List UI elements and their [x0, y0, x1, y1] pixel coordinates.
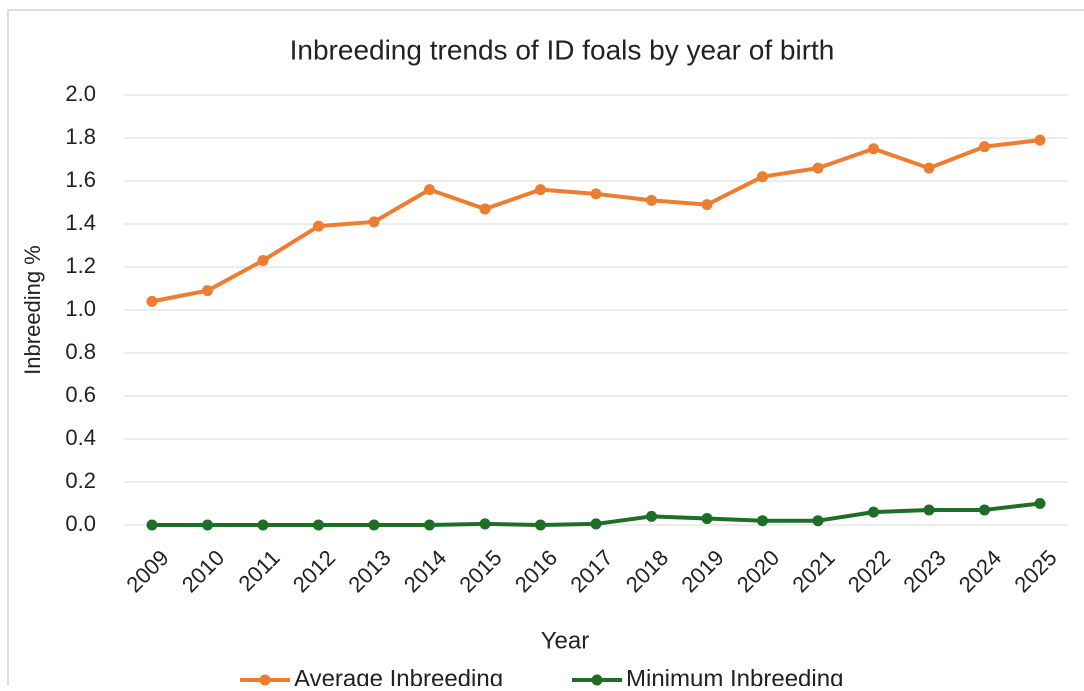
y-tick-label: 0.6: [65, 382, 96, 407]
data-point: [424, 184, 435, 196]
y-tick-label: 0.2: [65, 468, 96, 493]
x-tick-label: 2014: [399, 545, 451, 597]
data-point: [1034, 498, 1046, 509]
x-tick-label: 2015: [454, 545, 506, 597]
x-tick-label: 2024: [954, 545, 1006, 597]
data-point: [923, 162, 935, 174]
y-tick-label: 0.8: [65, 339, 96, 364]
x-tick-label: 2010: [177, 545, 229, 597]
y-tick-label: 0.0: [65, 511, 96, 536]
x-tick-label: 2021: [787, 545, 839, 597]
y-tick-label: 1.8: [65, 124, 96, 149]
legend-label: Minimum Inbreeding: [626, 665, 843, 686]
y-tick-label: 1.6: [65, 167, 96, 192]
data-point: [146, 295, 158, 307]
x-tick-label: 2022: [843, 545, 895, 597]
chart-border: [7, 9, 1084, 691]
data-point: [868, 143, 879, 155]
y-tick-label: 1.0: [65, 296, 96, 321]
x-tick-label: 2023: [898, 545, 950, 597]
data-point: [202, 519, 213, 531]
data-point: [923, 504, 935, 516]
x-axis-label: Year: [541, 627, 590, 654]
y-tick-label: 2.0: [65, 81, 96, 106]
x-tick-label: 2012: [288, 545, 340, 597]
data-point: [313, 220, 324, 232]
data-point: [812, 515, 824, 527]
data-point: [979, 504, 990, 516]
data-point: [701, 513, 713, 525]
data-point: [868, 506, 879, 518]
data-point: [424, 519, 435, 531]
data-point: [257, 255, 269, 267]
data-point: [535, 184, 546, 196]
chart-title: Inbreeding trends of ID foals by year of…: [290, 34, 835, 65]
x-tick-label: 2018: [621, 545, 673, 597]
data-point: [257, 519, 269, 531]
data-point: [368, 519, 380, 531]
y-tick-label: 0.4: [65, 425, 96, 450]
data-point: [368, 216, 380, 228]
data-point: [646, 194, 657, 206]
data-point: [202, 285, 213, 297]
data-point: [479, 518, 491, 530]
data-point: [646, 510, 657, 522]
legend-marker: [259, 674, 271, 686]
data-point: [535, 519, 546, 531]
x-tick-label: 2016: [510, 545, 562, 597]
x-tick-label: 2025: [1009, 545, 1061, 597]
data-point: [701, 199, 713, 211]
data-point: [757, 515, 768, 527]
x-tick-label: 2009: [121, 545, 173, 597]
x-tick-label: 2019: [676, 545, 728, 597]
x-tick-label: 2020: [732, 545, 784, 597]
y-axis-label: Inbreeding %: [20, 245, 45, 375]
y-tick-label: 1.2: [65, 253, 96, 278]
data-point: [757, 171, 768, 183]
data-point: [146, 519, 158, 531]
data-point: [590, 188, 602, 200]
data-point: [979, 141, 990, 153]
data-point: [1034, 134, 1046, 146]
data-point: [590, 518, 602, 530]
series-line: [151, 138, 1041, 304]
data-point: [479, 203, 491, 215]
x-tick-label: 2017: [565, 545, 617, 597]
legend-marker: [591, 674, 603, 686]
data-point: [812, 162, 824, 174]
data-point: [313, 519, 324, 531]
x-tick-label: 2013: [343, 545, 395, 597]
legend-label: Average Inbreeding: [294, 665, 503, 686]
y-tick-label: 1.4: [65, 210, 96, 235]
x-tick-label: 2011: [234, 545, 285, 596]
